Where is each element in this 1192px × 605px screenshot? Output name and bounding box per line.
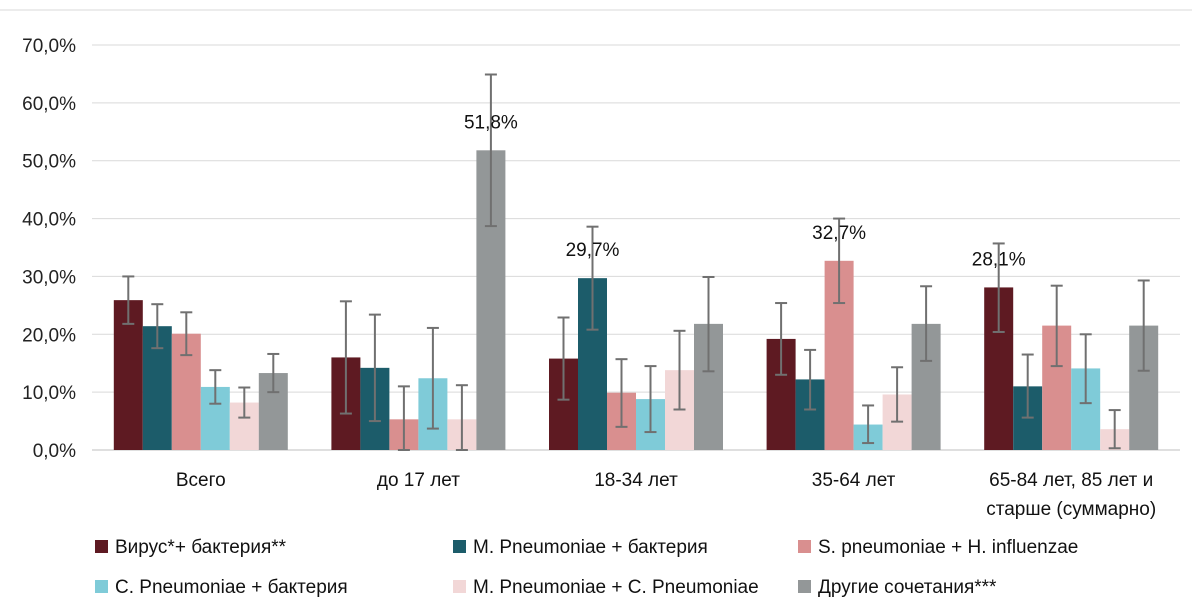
x-axis-categories: Всего до 17 лет 18-34 лет 35-64 лет 65-84 ле… — [176, 470, 1156, 520]
legend-swatch — [95, 580, 108, 593]
error-bar — [702, 276, 715, 373]
error-bar — [339, 300, 352, 415]
data-label: 51,8% — [464, 112, 518, 133]
legend-swatch — [95, 540, 108, 553]
data-label: 28,1% — [972, 249, 1026, 270]
y-tick-label: 60,0% — [22, 94, 76, 115]
x-category-label: 65-84 лет, 85 лет и — [989, 470, 1153, 491]
x-category-label: старше (суммарно) — [986, 499, 1156, 520]
error-bar — [891, 366, 904, 423]
error-bar — [920, 285, 933, 362]
legend-label: Вирус*+ бактерия** — [115, 537, 287, 558]
legend-label: M. Pneumoniae + C. Pneumoniae — [473, 577, 759, 598]
legend-item: M. Pneumoniae + C. Pneumoniae — [453, 577, 759, 598]
y-axis-ticks: 0,0% 10,0% 20,0% 30,0% 40,0% 50,0% 60,0% 70,0% — [22, 36, 76, 462]
error-bar — [775, 302, 788, 376]
y-tick-label: 50,0% — [22, 152, 76, 173]
legend: Вирус*+ бактерия** M. Pneumoniae + бактер… — [95, 537, 1078, 598]
legend-item: S. pneumoniae + H. influenzae — [798, 537, 1078, 558]
legend-label: Другие сочетания*** — [818, 577, 997, 598]
error-bar — [484, 73, 497, 228]
error-bar — [833, 217, 846, 305]
legend-swatch — [798, 540, 811, 553]
error-bar — [804, 348, 817, 411]
error-bar — [1079, 333, 1092, 405]
bar — [113, 300, 143, 450]
error-bar — [151, 303, 164, 350]
error-bar — [557, 316, 570, 401]
error-bar — [992, 242, 1005, 333]
y-tick-label: 0,0% — [33, 441, 76, 462]
error-bar — [397, 385, 410, 451]
error-bar — [1137, 279, 1150, 372]
error-bar — [673, 329, 686, 411]
error-bar — [862, 404, 875, 445]
x-category-label: 18-34 лет — [594, 470, 678, 491]
error-bar — [180, 311, 193, 357]
error-bar — [267, 352, 280, 394]
error-bar — [455, 384, 468, 451]
legend-swatch — [453, 580, 466, 593]
legend-swatch — [453, 540, 466, 553]
data-label: 32,7% — [812, 223, 866, 244]
error-bar — [238, 386, 251, 419]
error-bar — [1021, 353, 1034, 419]
error-bar — [122, 275, 135, 325]
error-bar — [586, 225, 599, 331]
error-bar — [209, 369, 222, 405]
legend-item: Другие сочетания*** — [798, 577, 997, 598]
legend-item: M. Pneumoniae + бактерия — [453, 537, 708, 558]
x-category-label: Всего — [176, 470, 226, 491]
legend-swatch — [798, 580, 811, 593]
data-labels: 51,8% 29,7% 32,7% 28,1% — [464, 112, 1026, 270]
error-bar — [644, 365, 657, 434]
legend-label: S. pneumoniae + H. influenzae — [818, 537, 1078, 558]
error-bar — [615, 358, 628, 428]
y-tick-label: 40,0% — [22, 210, 76, 231]
legend-label: M. Pneumoniae + бактерия — [473, 537, 708, 558]
legend-item: Вирус*+ бактерия** — [95, 537, 287, 558]
legend-label: C. Pneumoniae + бактерия — [115, 577, 348, 598]
bars — [113, 150, 1159, 451]
x-category-label: 35-64 лет — [812, 470, 896, 491]
legend-item: C. Pneumoniae + бактерия — [95, 577, 348, 598]
y-tick-label: 70,0% — [22, 36, 76, 57]
data-label: 29,7% — [566, 240, 620, 261]
error-bars — [122, 73, 1150, 451]
error-bar — [426, 326, 439, 430]
error-bar — [1050, 284, 1063, 368]
x-category-label: до 17 лет — [377, 470, 460, 491]
y-tick-label: 20,0% — [22, 325, 76, 346]
y-tick-label: 30,0% — [22, 267, 76, 288]
error-bar — [368, 313, 381, 423]
y-tick-label: 10,0% — [22, 383, 76, 404]
error-bar — [1108, 409, 1121, 450]
